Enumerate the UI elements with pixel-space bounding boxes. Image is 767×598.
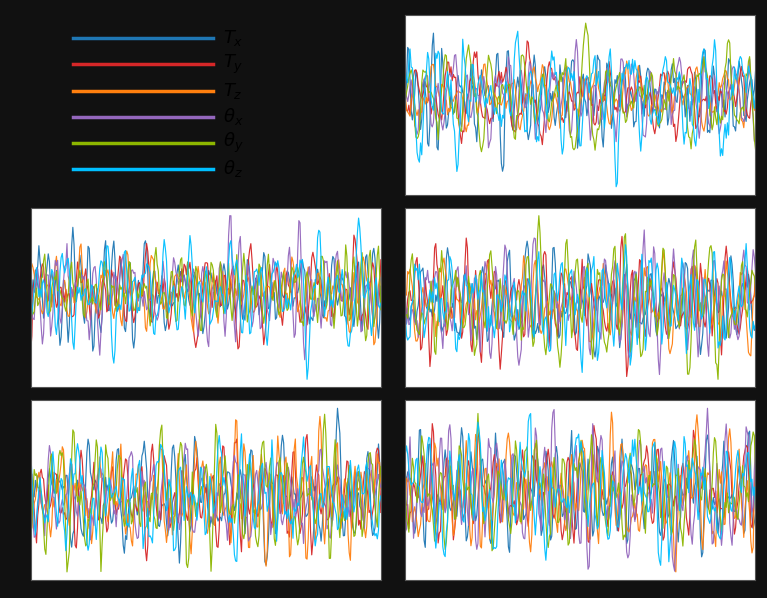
Text: $T_y$: $T_y$ — [223, 53, 244, 76]
Text: $T_x$: $T_x$ — [223, 28, 244, 48]
Text: $\theta_x$: $\theta_x$ — [223, 106, 244, 127]
Text: $T_z$: $T_z$ — [223, 81, 243, 100]
Text: $\theta_z$: $\theta_z$ — [223, 158, 243, 179]
Text: $\theta_y$: $\theta_y$ — [223, 130, 244, 155]
